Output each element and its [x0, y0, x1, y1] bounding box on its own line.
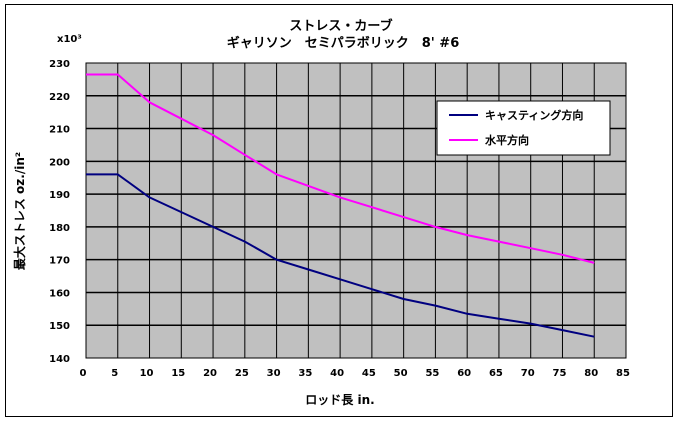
y-tick-label: 200	[49, 157, 70, 168]
x-tick-label: 0	[80, 368, 87, 379]
x-tick-label: 70	[521, 368, 535, 379]
axis-ticks: 140 150 160 170 180 190 200 210 220 230 0 5 10 15 20 25…	[49, 59, 630, 379]
series-lines	[86, 73, 595, 338]
series-line-1	[86, 73, 595, 264]
x-tick-label: 5	[111, 368, 118, 379]
chart-subtitle: ギャリソン セミパラボリック 8' #6	[227, 35, 460, 51]
grid-lines	[86, 63, 626, 358]
y-tick-label: 180	[49, 223, 70, 234]
legend: キャスティング方向 水平方向	[436, 100, 611, 156]
x-tick-label: 75	[553, 368, 567, 379]
x-tick-label: 45	[362, 368, 376, 379]
legend-box	[436, 100, 611, 156]
y-tick-label: 190	[49, 190, 70, 201]
legend-label-horizontal: 水平方向	[485, 133, 529, 147]
x-tick-label: 30	[267, 368, 281, 379]
x-tick-label: 60	[457, 368, 471, 379]
y-tick-label: 170	[49, 256, 70, 267]
series-line-0	[86, 173, 595, 338]
x-tick-label: 65	[489, 368, 503, 379]
x-tick-label: 20	[203, 368, 217, 379]
x-tick-label: 40	[330, 368, 344, 379]
y-multiplier-label: x10³	[57, 34, 82, 45]
y-axis-label: 最大ストレス oz./in²	[12, 152, 27, 270]
x-tick-label: 25	[235, 368, 249, 379]
x-tick-label: 85	[616, 368, 630, 379]
x-tick-label: 55	[425, 368, 439, 379]
x-axis-label: ロッド長 in.	[305, 392, 374, 407]
x-tick-label: 15	[171, 368, 185, 379]
x-tick-label: 10	[140, 368, 154, 379]
y-tick-label: 220	[49, 92, 70, 103]
y-tick-label: 160	[49, 288, 70, 299]
x-tick-label: 35	[298, 368, 312, 379]
chart-title: ストレス・カーブ	[289, 18, 392, 34]
y-tick-label: 140	[49, 354, 70, 365]
y-tick-label: 230	[49, 59, 70, 70]
x-tick-label: 80	[584, 368, 598, 379]
y-tick-label: 210	[49, 125, 70, 136]
x-tick-label: 50	[394, 368, 408, 379]
legend-label-casting: キャスティング方向	[485, 108, 583, 122]
y-tick-label: 150	[49, 321, 70, 332]
